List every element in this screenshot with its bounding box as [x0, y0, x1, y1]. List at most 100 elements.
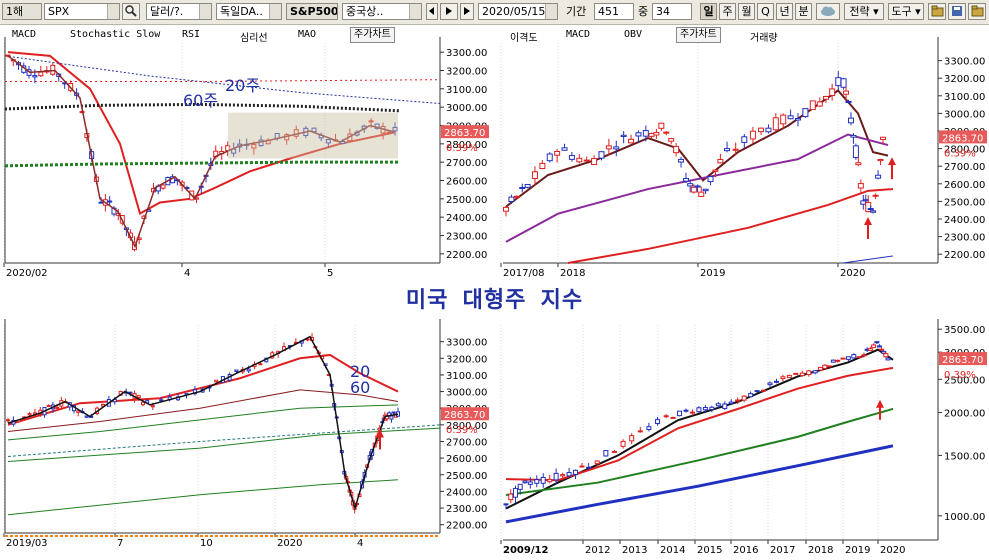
period-week-button[interactable]: 주 [719, 3, 736, 20]
count-input[interactable]: 34 [652, 3, 692, 20]
triangle-right-icon[interactable] [460, 3, 474, 20]
candle-body [508, 493, 514, 501]
search-icon[interactable] [122, 3, 140, 20]
tab-obv[interactable]: OBV [624, 29, 643, 40]
candle-body [875, 174, 882, 179]
x-tick-label: 7 [117, 538, 123, 549]
play-icon[interactable] [440, 3, 458, 20]
tab-sentiment[interactable]: 심리선 [240, 33, 268, 44]
candle-body [76, 410, 81, 413]
candle-body [735, 399, 741, 402]
chart-panel-bottom-right: 3500.003000.002500.002000.001500.001000.… [498, 315, 989, 560]
candle-body [867, 348, 873, 351]
ma120-line [4, 160, 400, 168]
source-select[interactable]: 독일DA.. [216, 3, 282, 20]
market-select[interactable]: 중국상.. [342, 3, 422, 20]
tab-rsi[interactable]: RSI [182, 29, 201, 40]
folder-icon[interactable] [928, 3, 946, 20]
y-tick-label: 2400.00 [944, 215, 985, 226]
period-input[interactable]: 451 [594, 3, 634, 20]
count-label: 중 [638, 5, 649, 18]
candle-body [840, 78, 847, 88]
candle-body [598, 151, 605, 159]
candle-body [603, 450, 609, 457]
candle-body [682, 178, 689, 182]
folder2-icon[interactable] [968, 3, 986, 20]
period-year-button[interactable]: 년 [776, 3, 793, 20]
candle-body [251, 144, 257, 149]
y-tick-label: 3200.00 [446, 354, 487, 365]
y-tick-label: 2700.00 [446, 437, 487, 448]
candle-body [648, 133, 655, 137]
tab-disparity[interactable]: 이격도 [510, 33, 538, 44]
tab-price-chart[interactable]: 주가차트 [676, 27, 721, 43]
candle-body [508, 196, 515, 202]
chart-panel-bottom-left: 3300.003200.003100.003000.002900.002800.… [0, 315, 495, 560]
period-minute-button[interactable]: 분 [795, 3, 812, 20]
candle-body [670, 416, 676, 419]
y-tick-label: 2300.00 [446, 504, 487, 515]
candle-body [392, 127, 398, 132]
save-icon[interactable] [948, 3, 966, 20]
y-tick-label: 2500.00 [944, 197, 985, 208]
triangle-left-icon[interactable] [426, 3, 438, 20]
x-tick-label: 10 [200, 538, 213, 549]
ma-mid-line [505, 133, 889, 243]
annotation-20: 20 [350, 362, 370, 381]
arrow-head [864, 217, 872, 225]
cloud-icon[interactable] [816, 3, 840, 20]
x-tick-label: 2019 [700, 268, 725, 279]
period-quarter-button[interactable]: Q [757, 3, 774, 20]
candle-body [391, 411, 396, 414]
tools-button[interactable]: 도구 ▾ [888, 3, 924, 20]
candle-body [658, 122, 665, 129]
index-button[interactable]: S&P500 [286, 3, 338, 20]
symbol-input[interactable]: SPX [44, 3, 120, 20]
candle-body [620, 440, 626, 447]
x-tick-label: 2014 [660, 545, 685, 556]
y-tick-label: 3100.00 [446, 371, 487, 382]
ma-short-line [505, 89, 889, 208]
candle-body [835, 77, 842, 87]
date-input[interactable]: 2020/05/15 [478, 3, 558, 20]
period-day-button[interactable]: 일 [700, 3, 717, 20]
candle-body [512, 487, 518, 498]
last-price-badge [939, 130, 987, 144]
candle-body [806, 370, 812, 376]
candle-body [855, 162, 862, 166]
candle-body [527, 481, 533, 485]
tab-selector[interactable]: 1해 [2, 3, 42, 20]
x-tick-label: 2017 [770, 545, 795, 556]
tab-price-chart[interactable]: 주가차트 [350, 27, 395, 43]
x-tick-label: 4 [357, 538, 363, 549]
currency-select[interactable]: 달러/?. [146, 3, 212, 20]
candle-body [877, 158, 884, 162]
strategy-button[interactable]: 전략 ▾ [844, 3, 884, 20]
period-month-button[interactable]: 월 [738, 3, 755, 20]
candle-body [748, 393, 754, 398]
last-price-text: 2863.70 [444, 410, 485, 421]
candle-body [690, 186, 697, 193]
x-tick-label: 2020 [277, 538, 302, 549]
ma-200-line [842, 255, 894, 264]
y-tick-label: 2800.00 [446, 421, 487, 432]
candle-body [843, 90, 850, 95]
candle-body [702, 188, 709, 192]
y-tick-label: 2500.00 [446, 195, 487, 206]
candle-body [876, 345, 882, 348]
candle-body [845, 356, 851, 360]
tab-volume[interactable]: 거래량 [750, 33, 778, 44]
candle-body [663, 131, 670, 134]
x-tick-label: 2020/02 [6, 268, 48, 279]
tab-macd[interactable]: MACD [566, 29, 591, 40]
close-line [7, 55, 396, 249]
candle-body [867, 208, 874, 211]
candle-body [513, 195, 520, 198]
candle-body [140, 401, 145, 406]
x-tick-label: 5 [327, 268, 333, 279]
tab-mao[interactable]: MAO [298, 29, 317, 40]
candle-body [386, 131, 392, 134]
tab-macd[interactable]: MACD [12, 29, 37, 40]
tab-stochastic[interactable]: Stochastic Slow [70, 29, 161, 40]
y-tick-label: 2700.00 [944, 162, 985, 173]
